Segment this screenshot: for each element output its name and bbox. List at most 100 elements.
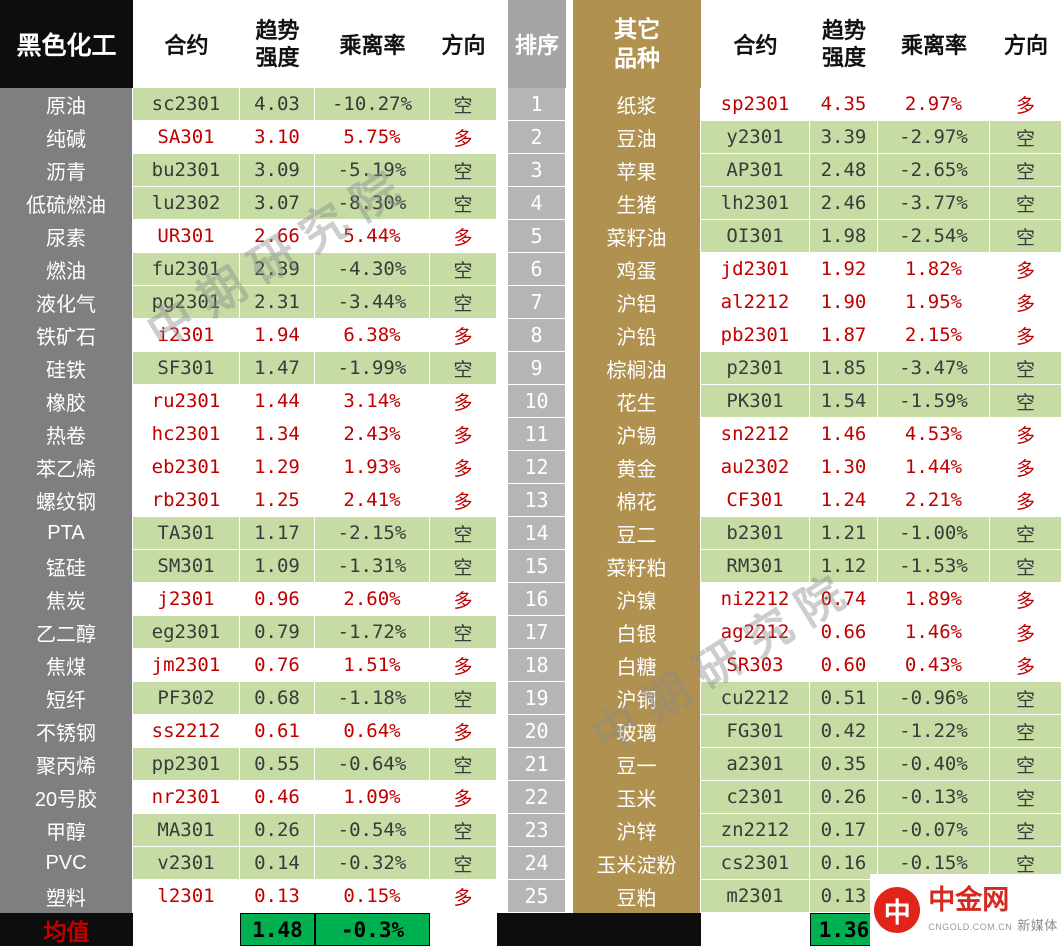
right-contract-cell: OI301	[701, 220, 810, 253]
right-contract-cell: ag2212	[701, 616, 810, 649]
right-direction-cell: 空	[990, 715, 1062, 748]
left-trend-cell: 1.09	[240, 550, 315, 583]
right-deviation-cell: 1.46%	[878, 616, 990, 649]
right-contract-cell: ni2212	[701, 583, 810, 616]
table-divider	[566, 847, 573, 880]
average-spacer	[573, 913, 701, 946]
table-divider	[566, 550, 573, 583]
left-trend-cell: 1.17	[240, 517, 315, 550]
table-row: 橡胶 ru2301 1.44 3.14% 多 10 花生 PK301 1.54 -1.59% 空	[0, 385, 1062, 418]
left-trend-cell: 1.25	[240, 484, 315, 517]
table-divider	[566, 484, 573, 517]
left-average-deviation: -0.3%	[315, 913, 430, 946]
left-contract-cell: lu2302	[133, 187, 240, 220]
rank-cell: 5	[508, 220, 566, 253]
average-spacer	[133, 913, 240, 946]
table-divider	[497, 484, 508, 517]
right-commodity-name: 豆粕	[573, 880, 701, 913]
table-row: 苯乙烯 eb2301 1.29 1.93% 多 12 黄金 au2302 1.30 1.44% 多	[0, 451, 1062, 484]
left-deviation-cell: -1.18%	[315, 682, 430, 715]
right-trend-cell: 1.21	[810, 517, 878, 550]
right-commodity-name: 沪镍	[573, 583, 701, 616]
right-trend-cell: 1.46	[810, 418, 878, 451]
rank-cell: 2	[508, 121, 566, 154]
table-divider	[497, 385, 508, 418]
left-commodity-name: 低硫燃油	[0, 187, 133, 220]
left-deviation-cell: 1.93%	[315, 451, 430, 484]
right-trend-cell: 0.35	[810, 748, 878, 781]
left-trend-cell: 0.46	[240, 781, 315, 814]
table-divider	[497, 583, 508, 616]
right-deviation-cell: -0.40%	[878, 748, 990, 781]
right-commodity-name: 苹果	[573, 154, 701, 187]
left-col-header-trend: 趋势强度	[240, 0, 315, 88]
rank-cell: 13	[508, 484, 566, 517]
rank-cell: 4	[508, 187, 566, 220]
left-trend-cell: 3.07	[240, 187, 315, 220]
right-contract-cell: AP301	[701, 154, 810, 187]
table-row: 低硫燃油 lu2302 3.07 -8.30% 空 4 生猪 lh2301 2.46 -3.77%…	[0, 187, 1062, 220]
rank-cell: 14	[508, 517, 566, 550]
table-divider	[497, 682, 508, 715]
left-contract-cell: PF302	[133, 682, 240, 715]
left-commodity-name: 锰硅	[0, 550, 133, 583]
right-trend-cell: 0.60	[810, 649, 878, 682]
left-contract-cell: MA301	[133, 814, 240, 847]
right-commodity-name: 沪铅	[573, 319, 701, 352]
right-deviation-cell: 1.82%	[878, 253, 990, 286]
left-contract-cell: bu2301	[133, 154, 240, 187]
right-commodity-name: 菜籽粕	[573, 550, 701, 583]
left-commodity-name: 甲醇	[0, 814, 133, 847]
left-trend-cell: 0.79	[240, 616, 315, 649]
right-trend-cell: 2.46	[810, 187, 878, 220]
right-direction-cell: 多	[990, 484, 1062, 517]
left-direction-cell: 多	[430, 649, 497, 682]
left-deviation-cell: -1.99%	[315, 352, 430, 385]
left-direction-cell: 多	[430, 880, 497, 913]
table-row: 热卷 hc2301 1.34 2.43% 多 11 沪锡 sn2212 1.46 4.53% 多	[0, 418, 1062, 451]
table-divider	[566, 880, 573, 913]
left-trend-cell: 1.29	[240, 451, 315, 484]
right-deviation-cell: -1.00%	[878, 517, 990, 550]
left-trend-cell: 1.34	[240, 418, 315, 451]
rank-col-header: 排序	[508, 0, 566, 88]
left-contract-cell: eg2301	[133, 616, 240, 649]
left-direction-cell: 多	[430, 220, 497, 253]
left-commodity-name: 硅铁	[0, 352, 133, 385]
cngold-logo-domain: CNGOLD.COM.CN	[928, 922, 1013, 933]
right-direction-cell: 空	[990, 682, 1062, 715]
left-trend-cell: 0.55	[240, 748, 315, 781]
left-direction-cell: 空	[430, 847, 497, 880]
table-divider	[566, 154, 573, 187]
left-direction-cell: 空	[430, 748, 497, 781]
table-divider	[497, 517, 508, 550]
table-row: 沥青 bu2301 3.09 -5.19% 空 3 苹果 AP301 2.48 -2.65% 空	[0, 154, 1062, 187]
right-commodity-name: 豆一	[573, 748, 701, 781]
right-contract-cell: cs2301	[701, 847, 810, 880]
left-commodity-name: 苯乙烯	[0, 451, 133, 484]
table-divider	[497, 286, 508, 319]
right-trend-cell: 0.66	[810, 616, 878, 649]
right-direction-cell: 多	[990, 451, 1062, 484]
left-trend-cell: 3.09	[240, 154, 315, 187]
table-row: 锰硅 SM301 1.09 -1.31% 空 15 菜籽粕 RM301 1.12 -1.53% 空	[0, 550, 1062, 583]
left-deviation-cell: 3.14%	[315, 385, 430, 418]
table-divider	[566, 517, 573, 550]
left-trend-cell: 2.31	[240, 286, 315, 319]
average-spacer	[701, 913, 810, 946]
left-direction-cell: 空	[430, 286, 497, 319]
left-table-title: 黑色化工	[0, 0, 133, 88]
table-divider	[566, 649, 573, 682]
right-contract-cell: pb2301	[701, 319, 810, 352]
right-direction-cell: 空	[990, 187, 1062, 220]
right-commodity-name: 菜籽油	[573, 220, 701, 253]
left-direction-cell: 多	[430, 781, 497, 814]
table-divider	[566, 451, 573, 484]
right-direction-cell: 空	[990, 550, 1062, 583]
right-deviation-cell: 1.44%	[878, 451, 990, 484]
left-contract-cell: l2301	[133, 880, 240, 913]
left-col-header-contract: 合约	[133, 0, 240, 88]
right-commodity-name: 沪铜	[573, 682, 701, 715]
left-commodity-name: 焦炭	[0, 583, 133, 616]
left-contract-cell: j2301	[133, 583, 240, 616]
